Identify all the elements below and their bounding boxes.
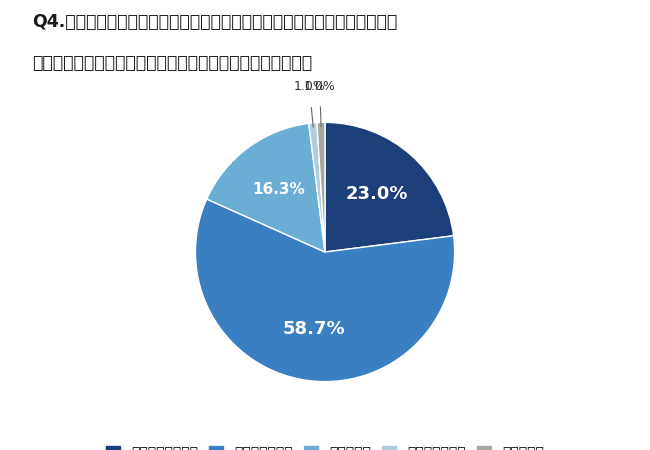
Legend: かなりあると思う, 少しあると思う, ないと思う, 全くないと思う, わからない: かなりあると思う, 少しあると思う, ないと思う, 全くないと思う, わからない (101, 440, 549, 450)
Wedge shape (309, 123, 325, 252)
Wedge shape (317, 122, 325, 252)
Wedge shape (207, 123, 325, 252)
Text: 16.3%: 16.3% (252, 182, 305, 197)
Text: 23.0%: 23.0% (345, 184, 408, 202)
Text: 採用方法の見直しや改善をする必要があると思いますか。: 採用方法の見直しや改善をする必要があると思いますか。 (32, 54, 313, 72)
Text: Q4.あなたは障害者の法定雇用率の引き上げに伴い、障害者の採用において: Q4.あなたは障害者の法定雇用率の引き上げに伴い、障害者の採用において (32, 14, 398, 32)
Text: 1.0%: 1.0% (293, 81, 326, 93)
Wedge shape (196, 199, 454, 382)
Wedge shape (325, 122, 454, 252)
Text: 1.0%: 1.0% (304, 80, 336, 93)
Text: 58.7%: 58.7% (282, 320, 345, 338)
